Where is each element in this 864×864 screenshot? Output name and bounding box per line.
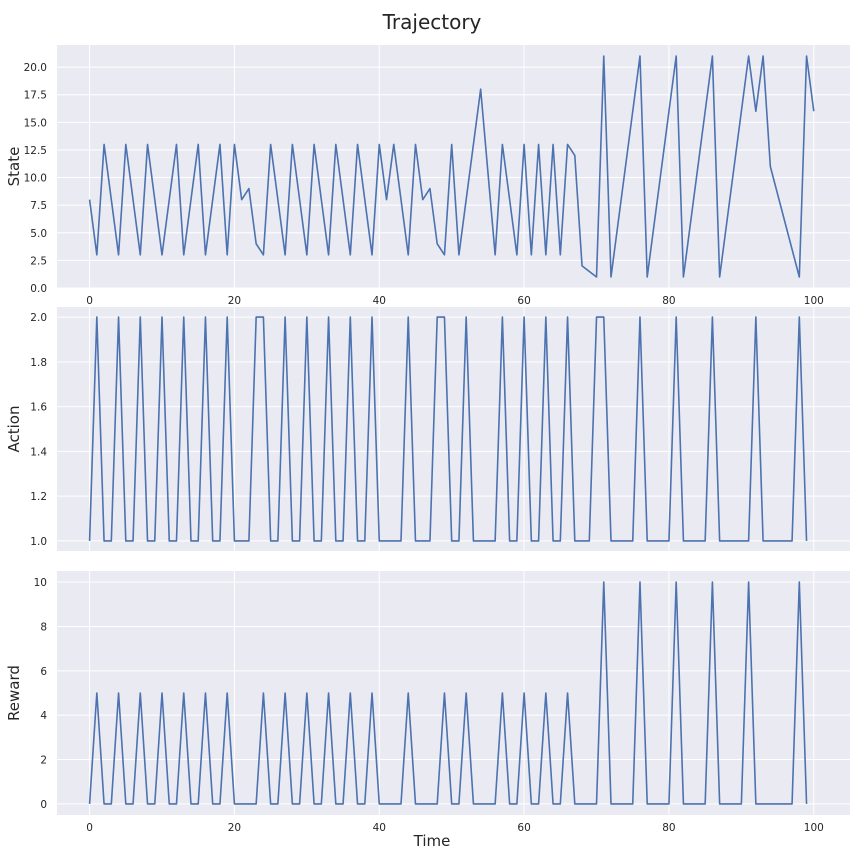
action-y-tick-label: 2.0	[30, 312, 47, 324]
reward-y-tick-label: 10	[34, 577, 47, 589]
reward-y-tick-label: 8	[40, 621, 47, 633]
reward-y-tick-label: 0	[40, 799, 47, 811]
reward-x-tick-label: 100	[804, 822, 824, 834]
action-panel: 1.0 1.2 1.4 1.6 1.8 2.0 Action	[5, 307, 850, 551]
state-y-tick-label: 20.0	[24, 62, 47, 74]
state-panel: 0.0 2.5 5.0 7.5 10.0 12.5 15.0 17.5 20.0 0 20 40 60 8…	[5, 45, 850, 307]
action-y-axis-label: Action	[5, 406, 23, 453]
chart-title: Trajectory	[382, 10, 482, 34]
state-y-tick-label: 10.0	[24, 173, 47, 185]
action-series-line	[88, 316, 808, 542]
state-x-tick-label: 80	[662, 295, 675, 307]
reward-x-tick-label: 80	[662, 822, 675, 834]
reward-y-tick-label: 2	[40, 755, 47, 767]
reward-y-axis-label: Reward	[5, 665, 23, 721]
state-y-axis-label: State	[5, 147, 23, 187]
reward-plot-area	[57, 571, 850, 815]
state-y-tick-label: 17.5	[24, 90, 47, 102]
reward-y-tick-label: 4	[40, 710, 47, 722]
x-axis-label: Time	[413, 832, 451, 850]
state-y-tick-label: 0.0	[30, 283, 47, 295]
reward-x-tick-label: 20	[228, 822, 241, 834]
action-plot-area	[57, 307, 850, 551]
state-x-tick-label: 60	[517, 295, 530, 307]
reward-y-tick-label: 6	[40, 666, 47, 678]
action-y-tick-label: 1.0	[30, 536, 47, 548]
reward-x-tick-label: 60	[517, 822, 530, 834]
reward-x-tick-label: 0	[86, 822, 93, 834]
state-series-line	[88, 55, 815, 278]
reward-x-tick-label: 40	[373, 822, 386, 834]
state-y-tick-label: 5.0	[30, 228, 47, 240]
state-x-tick-label: 20	[228, 295, 241, 307]
reward-series-line	[88, 581, 808, 805]
action-y-tick-label: 1.8	[30, 357, 47, 369]
state-x-tick-label: 0	[86, 295, 93, 307]
state-x-tick-label: 100	[804, 295, 824, 307]
state-y-tick-label: 2.5	[30, 255, 47, 267]
action-y-tick-label: 1.6	[30, 402, 47, 414]
action-y-tick-label: 1.4	[30, 446, 47, 458]
state-y-tick-label: 12.5	[24, 145, 47, 157]
state-y-tick-label: 7.5	[30, 200, 47, 212]
state-x-tick-label: 40	[373, 295, 386, 307]
action-y-tick-label: 1.2	[30, 491, 47, 503]
state-y-tick-label: 15.0	[24, 117, 47, 129]
